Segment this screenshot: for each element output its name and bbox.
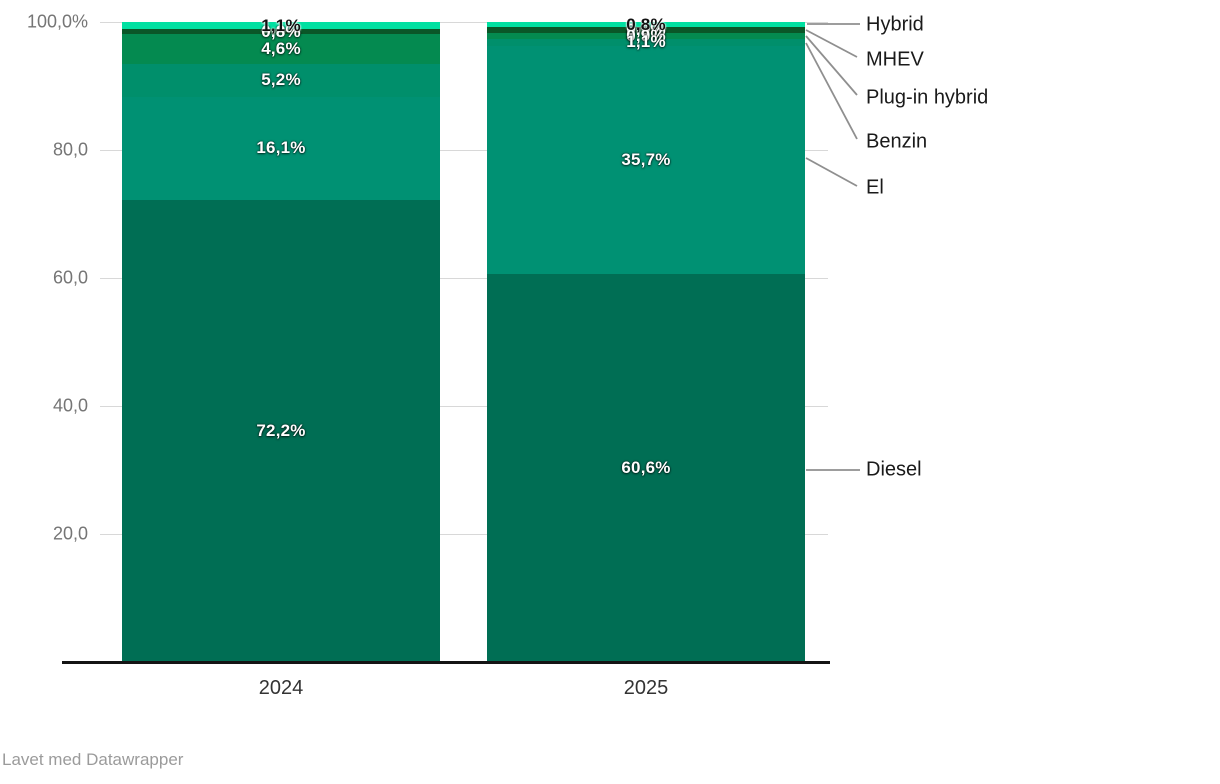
segment-value-label-diesel-2025: 60,6%: [621, 458, 671, 478]
segment-benzin-2024: [122, 63, 440, 97]
gridline-40: [100, 406, 828, 407]
gridline-20: [100, 534, 828, 535]
segment-value-label-mhev-2024: 0,8%: [261, 21, 301, 41]
y-tick-label-80: 80,0: [52, 139, 88, 160]
leader-line-el: [805, 157, 858, 187]
leader-line-mhev: [805, 29, 858, 58]
bar-2025: 0,8% 0,9% 0,9% 1,1% 35,7% 60,6%: [487, 15, 805, 662]
leader-line-benzin: [805, 42, 858, 140]
gridline-60: [100, 278, 828, 279]
segment-value-label-hybrid-2025: 0,8%: [626, 14, 666, 34]
segment-benzin-2025: [487, 38, 805, 46]
bar-2024: 1,1% 0,8% 4,6% 5,2% 16,1% 72,2%: [122, 16, 440, 662]
x-axis-line: [62, 661, 830, 664]
leader-line-plugin-hybrid: [805, 35, 858, 96]
segment-hybrid-2025: [487, 22, 805, 28]
segment-mhev-2025: [487, 27, 805, 33]
segment-hybrid-2024: [122, 22, 440, 30]
legend-item-mhev: MHEV: [866, 48, 924, 71]
segment-value-label-plug-in-hybrid-2025: 0,9%: [626, 25, 666, 45]
x-tick-label-2025: 2025: [623, 677, 669, 699]
segment-plug-in-hybrid-2024: [122, 34, 440, 64]
segment-mhev-2024: [122, 29, 440, 35]
segment-diesel-2024: [122, 199, 440, 662]
legend-item-benzin: Benzin: [866, 130, 928, 153]
x-tick-label-2024: 2024: [258, 677, 304, 699]
y-tick-label-40: 40,0: [52, 395, 88, 416]
segment-value-label-hybrid-2024: 1,1%: [261, 15, 301, 35]
segment-value-label-benzin-2025: 1,1%: [626, 32, 666, 52]
gridline-100: [100, 22, 828, 23]
segment-value-label-mhev-2025: 0,9%: [626, 20, 666, 39]
y-tick-label-60: 60,0: [52, 267, 88, 288]
segment-value-label-plug-in-hybrid-2024: 4,6%: [261, 38, 301, 58]
segment-el-2025: [487, 45, 805, 275]
legend-item-el: El: [866, 176, 884, 199]
segment-diesel-2025: [487, 274, 805, 662]
segment-value-label-el-2025: 35,7%: [621, 149, 671, 169]
segment-value-label-diesel-2024: 72,2%: [256, 420, 306, 440]
y-tick-label-20: 20,0: [52, 523, 88, 544]
legend-item-hybrid: Hybrid: [866, 13, 924, 36]
datawrapper-attribution-link[interactable]: Lavet med Datawrapper: [2, 750, 184, 769]
segment-plug-in-hybrid-2025: [487, 32, 805, 39]
segment-el-2024: [122, 96, 440, 200]
segment-value-label-benzin-2024: 5,2%: [261, 70, 301, 90]
segment-value-label-el-2024: 16,1%: [256, 138, 306, 158]
legend-item-diesel: Diesel: [866, 458, 922, 481]
y-tick-label-100: 100,0%: [26, 11, 88, 32]
gridline-80: [100, 150, 828, 151]
legend-item-plugin-hybrid: Plug-in hybrid: [866, 86, 989, 109]
